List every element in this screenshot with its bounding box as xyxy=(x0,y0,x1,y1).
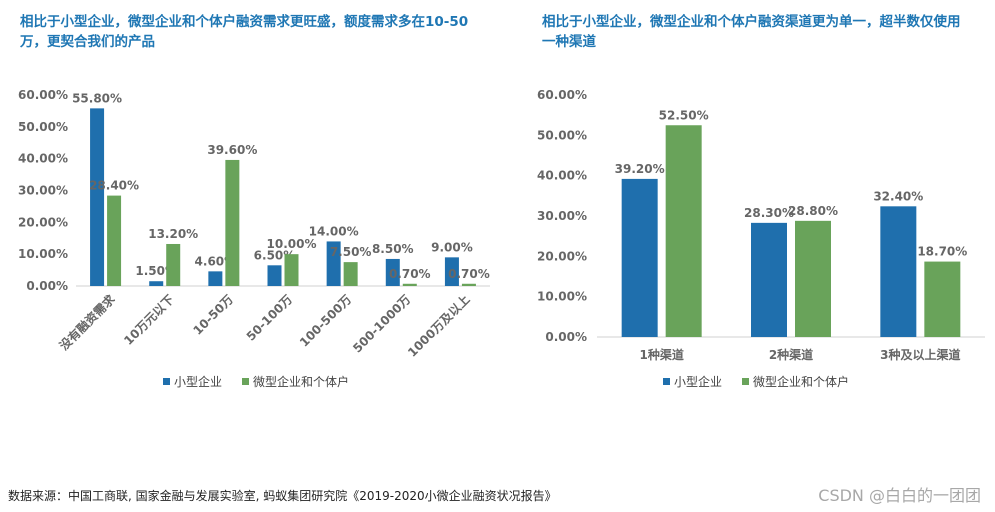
data-source-note: 数据来源：中国工商联, 国家金融与发展实验室, 蚂蚁集团研究院《2019-202… xyxy=(8,489,557,503)
left-legend-swatch xyxy=(163,378,170,385)
right-category-label: 3种及以上渠道 xyxy=(880,347,960,362)
charts-canvas: 0.00% 10.00% 20.00% 30.00% 40.00% 50.00% 60.00… xyxy=(18,88,985,389)
right-y-tick-label: 60.00% xyxy=(537,88,587,102)
right-data-label: 52.50% xyxy=(659,108,709,122)
left-bar xyxy=(444,257,459,286)
left-bar xyxy=(225,159,240,286)
right-data-label: 28.30% xyxy=(744,206,794,220)
left-data-label: 8.50% xyxy=(372,242,414,256)
right-y-tick-label: 0.00% xyxy=(545,330,587,344)
left-data-label: 55.80% xyxy=(72,91,122,105)
left-data-label: 0.70% xyxy=(389,267,431,281)
right-bar xyxy=(751,222,787,337)
left-bar xyxy=(90,108,105,287)
right-bar xyxy=(880,206,917,337)
left-bar xyxy=(149,281,164,286)
left-bar xyxy=(107,195,122,286)
right-data-label: 18.70% xyxy=(917,245,967,259)
left-y-tick-label: 20.00% xyxy=(18,215,68,229)
left-y-tick-label: 10.00% xyxy=(18,247,68,261)
right-data-label: 39.20% xyxy=(615,162,665,176)
right-bar xyxy=(924,261,961,337)
left-data-label: 0.70% xyxy=(448,267,490,281)
left-data-label: 10.00% xyxy=(267,237,317,251)
right-legend-swatch xyxy=(663,378,670,385)
left-data-label: 39.60% xyxy=(207,143,257,157)
left-legend-label: 微型企业和个体户 xyxy=(253,374,349,389)
right-category-label: 1种渠道 xyxy=(639,347,683,362)
left-bar xyxy=(326,241,341,286)
right-y-tick-label: 10.00% xyxy=(537,290,587,304)
left-y-tick-label: 0.00% xyxy=(26,279,68,293)
left-legend-swatch xyxy=(242,378,249,385)
left-category-label: 没有融资需求 xyxy=(56,291,118,353)
left-y-tick-label: 40.00% xyxy=(18,152,68,166)
right-bar xyxy=(621,178,658,337)
right-legend-label: 微型企业和个体户 xyxy=(753,374,849,389)
left-data-label: 7.50% xyxy=(330,245,372,259)
left-bar xyxy=(461,283,476,286)
right-data-label: 28.80% xyxy=(788,204,838,218)
left-bar xyxy=(343,262,358,286)
left-y-tick-label: 60.00% xyxy=(18,88,68,102)
left-data-label: 9.00% xyxy=(431,240,473,254)
left-legend-label: 小型企业 xyxy=(174,374,222,389)
left-data-label: 13.20% xyxy=(148,227,198,241)
watermark: CSDN @白白的一团团 xyxy=(818,486,981,505)
right-y-tick-label: 20.00% xyxy=(537,249,587,263)
right-legend-label: 小型企业 xyxy=(674,374,722,389)
left-bar xyxy=(267,265,282,286)
left-category-label: 10-50万 xyxy=(190,292,236,338)
left-category-label: 100-500万 xyxy=(297,292,354,349)
left-category-label: 50-100万 xyxy=(244,292,295,343)
left-category-label: 1000万及以上 xyxy=(404,292,472,360)
right-y-tick-label: 50.00% xyxy=(537,128,587,142)
left-bar xyxy=(208,271,223,286)
left-bar xyxy=(166,243,181,286)
right-y-tick-label: 40.00% xyxy=(537,169,587,183)
left-y-tick-label: 30.00% xyxy=(18,184,68,198)
right-y-tick-label: 30.00% xyxy=(537,209,587,223)
left-y-tick-label: 50.00% xyxy=(18,120,68,134)
right-legend-swatch xyxy=(742,378,749,385)
left-category-label: 10万元以下 xyxy=(121,292,177,348)
left-bar xyxy=(284,254,299,286)
left-bar xyxy=(385,258,400,286)
right-category-label: 2种渠道 xyxy=(769,347,813,362)
left-bar xyxy=(402,283,417,286)
left-data-label: 14.00% xyxy=(309,224,359,238)
left-category-label: 500-1000万 xyxy=(350,292,413,355)
right-bar xyxy=(795,220,831,337)
right-bar xyxy=(665,125,702,337)
right-data-label: 32.40% xyxy=(873,189,923,203)
left-chart-title: 相比于小型企业，微型企业和个体户融资需求更旺盛，额度需求多在10-50万，更契合… xyxy=(20,14,469,50)
left-data-label: 28.40% xyxy=(89,179,139,193)
right-chart-title: 相比于小型企业，微型企业和个体户融资渠道更为单一，超半数仅使用一种渠道 xyxy=(542,14,961,50)
